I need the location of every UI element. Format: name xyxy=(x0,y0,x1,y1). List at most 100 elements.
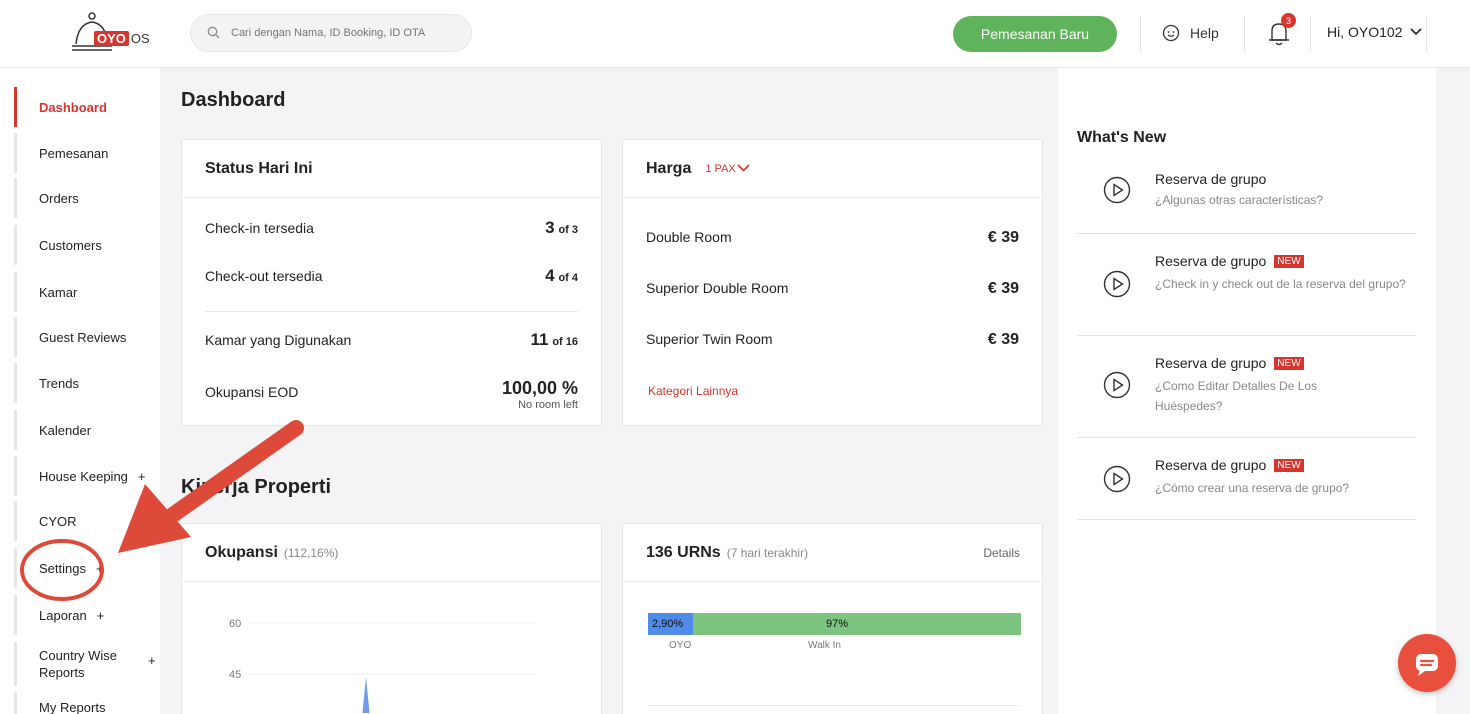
status-value: 4 xyxy=(545,266,555,285)
new-booking-button[interactable]: Pemesanan Baru xyxy=(953,16,1117,52)
expand-plus-icon[interactable]: + xyxy=(148,653,156,668)
status-label: Check-out tersedia xyxy=(205,268,323,284)
urns-walkin-percent: 97% xyxy=(825,618,849,630)
whats-new-item-title: Reserva de grupo xyxy=(1155,171,1267,187)
divider xyxy=(1310,16,1311,52)
oyo-os-logo[interactable]: OYO OS xyxy=(72,12,162,58)
urns-oyo-percent: 2,90% xyxy=(652,618,684,630)
sidebar-item-cyor[interactable]: CYOR xyxy=(14,501,154,541)
room-type-label: Superior Twin Room xyxy=(646,331,773,347)
status-label: Check-in tersedia xyxy=(205,220,314,236)
price-card: Harga 1 PAX Double Room € 39 Superior Do… xyxy=(622,139,1043,426)
user-menu[interactable]: Hi, OYO102 xyxy=(1327,24,1423,40)
status-label: Kamar yang Digunakan xyxy=(205,332,352,348)
more-categories-link[interactable]: Kategori Lainnya xyxy=(648,384,739,398)
sidebar-item-label: Settings xyxy=(39,560,86,576)
sidebar-item-label: Kamar xyxy=(39,284,78,300)
whats-new-item-subtitle: ¿Cómo crear una reserva de grupo? xyxy=(1155,481,1350,495)
sidebar-item-customers[interactable]: Customers xyxy=(14,225,154,265)
urns-walkin-label: Walk In xyxy=(808,640,841,651)
chat-button[interactable] xyxy=(1398,634,1456,692)
room-price: € 39 xyxy=(987,280,1019,297)
status-row-rooms-used: Kamar yang Digunakan 11 of 16 xyxy=(205,330,578,350)
occupancy-title: Okupansi xyxy=(205,543,278,561)
urns-oyo-label: OYO xyxy=(669,640,692,651)
play-video-icon[interactable] xyxy=(1103,270,1131,298)
price-row: Superior Double Room € 39 xyxy=(646,280,1019,298)
sidebar-item-orders[interactable]: Orders xyxy=(14,178,154,218)
whats-new-item-title: Reserva de grupo xyxy=(1155,253,1267,269)
status-row-occupancy-eod: Okupansi EOD 100,00 % No room left xyxy=(205,378,578,412)
help-button[interactable]: Help xyxy=(1162,24,1219,42)
y-tick-label: 60 xyxy=(229,618,241,630)
urns-subtitle: (7 hari terakhir) xyxy=(726,545,809,560)
occupancy-chart: 60 45 xyxy=(229,618,534,713)
sidebar-item-label: My Reports xyxy=(39,700,106,714)
whats-new-item-subtitle: ¿Check in y check out de la reserva del … xyxy=(1155,277,1406,291)
expand-plus-icon[interactable]: + xyxy=(96,607,105,623)
chevron-down-icon xyxy=(1410,28,1423,36)
sidebar-item-trends[interactable]: Trends xyxy=(14,363,154,403)
sidebar-item-laporan[interactable]: Laporan + xyxy=(14,595,154,635)
status-card: Status Hari Ini Check-in tersedia 3 of 3… xyxy=(181,139,602,426)
urns-card-header: 136 URNs (7 hari terakhir) Details xyxy=(623,524,1042,582)
whats-new-item-title: Reserva de grupo xyxy=(1155,355,1267,371)
whats-new-title: What's New xyxy=(1077,129,1167,146)
new-badge: NEW xyxy=(1274,459,1304,472)
chevron-down-icon xyxy=(737,163,750,172)
whats-new-item-subtitle: ¿Algunas otras características? xyxy=(1155,193,1324,207)
whats-new-item[interactable]: Reserva de grupo ¿Algunas otras caracter… xyxy=(1077,165,1416,234)
sidebar-item-label: Trends xyxy=(39,375,79,391)
expand-plus-icon[interactable]: + xyxy=(95,560,104,576)
occupancy-card: Okupansi (112,16%) 60 45 xyxy=(181,523,602,714)
sidebar-item-country-wise-reports[interactable]: Country Wise Reports xyxy=(14,642,138,686)
urns-source-bar: 2,90% 97% xyxy=(648,613,1021,635)
pax-dropdown[interactable]: 1 PAX xyxy=(705,163,750,175)
sidebar-item-label: Orders xyxy=(39,190,79,206)
notification-bell-icon[interactable] xyxy=(1266,18,1292,48)
sidebar-item-house-keeping[interactable]: House Keeping + xyxy=(14,456,154,496)
details-link[interactable]: Details xyxy=(983,545,1020,560)
whats-new-item[interactable]: Reserva de grupo NEW ¿Cómo crear una rese… xyxy=(1077,438,1416,520)
help-face-icon xyxy=(1162,24,1180,42)
occupancy-spike xyxy=(362,677,370,713)
sidebar-item-my-reports[interactable]: My Reports xyxy=(14,692,154,714)
new-badge: NEW xyxy=(1274,357,1304,370)
sidebar-item-settings[interactable]: Settings + xyxy=(14,548,154,588)
sidebar-item-label: Pemesanan xyxy=(39,145,109,161)
status-row-checkout: Check-out tersedia 4 of 4 xyxy=(205,266,578,286)
play-video-icon[interactable] xyxy=(1103,371,1131,399)
play-video-icon[interactable] xyxy=(1103,465,1131,493)
play-video-icon[interactable] xyxy=(1103,176,1131,204)
section-title: Kinerja Properti xyxy=(181,476,332,498)
chat-bubble-icon xyxy=(1416,654,1438,676)
whats-new-item[interactable]: Reserva de grupo NEW ¿Como Editar Detalle… xyxy=(1077,336,1416,438)
sidebar-item-kalender[interactable]: Kalender xyxy=(14,410,154,450)
sidebar-item-label: Guest Reviews xyxy=(39,329,127,345)
expand-plus-icon[interactable]: + xyxy=(137,468,146,484)
price-row: Double Room € 39 xyxy=(646,229,1019,247)
urns-oyo-segment: 2,90% xyxy=(648,613,693,635)
search-input[interactable] xyxy=(231,27,471,39)
room-price: € 39 xyxy=(987,229,1019,246)
occupancy-percent: (112,16%) xyxy=(283,545,339,560)
whats-new-item-title: Reserva de grupo xyxy=(1155,457,1267,473)
price-card-header: Harga 1 PAX xyxy=(623,140,1042,198)
urns-title: 136 URNs xyxy=(646,543,721,561)
urns-card: 136 URNs (7 hari terakhir) Details 2,90%… xyxy=(622,523,1043,714)
sidebar-item-kamar[interactable]: Kamar xyxy=(14,272,154,312)
search-icon xyxy=(207,26,221,40)
status-total: of 16 xyxy=(552,336,578,348)
sidebar-item-label: House Keeping xyxy=(39,468,128,484)
search-bar[interactable] xyxy=(190,14,472,52)
occupancy-card-header: Okupansi (112,16%) xyxy=(182,524,601,582)
status-total: of 3 xyxy=(558,224,578,236)
status-value: 11 xyxy=(530,330,549,349)
sidebar-item-label: Kalender xyxy=(39,422,92,438)
sidebar-item-dashboard[interactable]: Dashboard xyxy=(14,87,154,127)
sidebar-item-guest-reviews[interactable]: Guest Reviews xyxy=(14,317,154,357)
help-label: Help xyxy=(1190,25,1219,41)
sidebar-item-pemesanan[interactable]: Pemesanan xyxy=(14,133,154,173)
logo-os-text: OS xyxy=(130,31,150,46)
whats-new-item[interactable]: Reserva de grupo NEW ¿Check in y check ou… xyxy=(1077,234,1416,336)
